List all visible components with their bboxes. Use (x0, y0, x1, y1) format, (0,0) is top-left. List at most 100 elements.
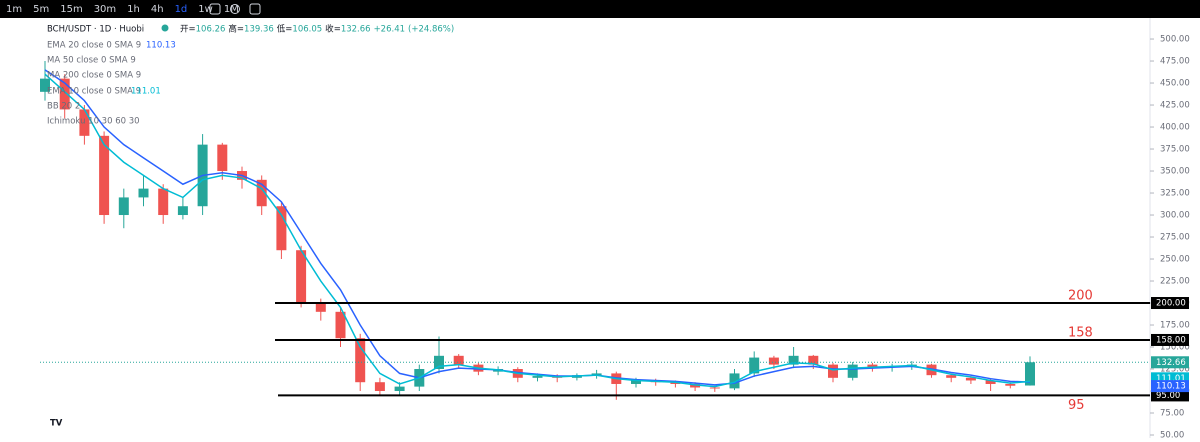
y-tick-label: 50.00 (1160, 431, 1184, 438)
candle-body (59, 78, 70, 110)
change: +26.41 (374, 25, 405, 35)
level-tag (1151, 389, 1189, 402)
candle-body (315, 303, 326, 312)
ohlc-key: 低 (277, 24, 286, 35)
change-pct: (+24.86%) (408, 25, 454, 35)
y-tick-label: 400.00 (1160, 123, 1190, 133)
y-tick-label: 275.00 (1160, 233, 1190, 243)
candle-body (296, 250, 307, 304)
ohlc-value: 106.05 (292, 25, 322, 35)
ohlc-key: 开 (180, 25, 189, 35)
price-tag (1151, 356, 1189, 369)
y-tick-label: 325.00 (1160, 189, 1190, 199)
candle-body (1025, 362, 1035, 386)
interval[interactable]: 4h (151, 4, 164, 15)
ohlc-value: 139.36 (244, 25, 274, 35)
level-label: 158 (1068, 325, 1093, 340)
candle-body (394, 386, 405, 392)
icon[interactable] (249, 3, 261, 15)
indicator: Ichimoku 10 30 60 30 (47, 117, 140, 127)
status-dot (161, 24, 169, 32)
ohlc-eq: = (237, 25, 244, 35)
interval[interactable]: 1M (224, 4, 239, 15)
y-tick-label: 150.00 (1160, 343, 1190, 353)
candle-body (355, 338, 366, 383)
candle-body (335, 311, 346, 339)
candle-body (40, 78, 50, 92)
ohlc-eq: = (334, 25, 341, 35)
ema-line (44, 73, 1031, 388)
icon[interactable] (230, 4, 240, 14)
candle-body (532, 376, 543, 378)
price-axis: 50.0075.00100.00125.00150.00175.00200.00… (1150, 35, 1190, 441)
candle-body (256, 179, 267, 207)
candle-body (79, 109, 90, 136)
y-tick-label: 250.00 (1160, 255, 1190, 265)
interval[interactable]: 1h (127, 4, 140, 15)
ohlc-eq: = (285, 25, 292, 35)
interval[interactable]: 1m (6, 4, 22, 15)
level-label: 200 (1068, 289, 1093, 304)
y-tick-label: 375.00 (1160, 145, 1190, 155)
ohlc-key: 收 (325, 24, 334, 35)
symbol: BCH/USDT · 1D · Huobi (47, 25, 144, 35)
candle-body (828, 364, 838, 378)
y-tick-label: 300.00 (1160, 211, 1190, 221)
y-tick-label: 450.00 (1160, 79, 1190, 89)
price-tag-label: 132.66 (1156, 358, 1186, 368)
level-tag (1151, 333, 1189, 346)
candle-body (1005, 383, 1016, 386)
interval-bar: 1m 5m 15m 30m 1h 4h 1d 1w 1M (6, 4, 239, 15)
ohlc-value: 106.26 (196, 25, 226, 35)
y-tick-label: 225.00 (1160, 277, 1190, 287)
candle-body (591, 373, 602, 376)
indicator: EMA 20 close 0 SMA 9 (47, 41, 141, 51)
level-tag-label: 200.00 (1156, 299, 1186, 309)
candle-body (946, 375, 957, 378)
y-tick-label: 175.00 (1160, 321, 1190, 331)
ohlc-key: 高 (228, 24, 237, 35)
ohlc-value: 132.66 (341, 25, 371, 35)
ema-line (44, 69, 1031, 386)
candle-body (749, 357, 760, 374)
indicator: EMA 10 close 0 SMA 9 (47, 87, 141, 97)
candle-body (453, 355, 464, 365)
indicator: BB 20 2 (47, 102, 80, 112)
candle-body (138, 188, 149, 198)
candle-body (847, 364, 858, 378)
candle-body (177, 206, 188, 216)
interval[interactable]: 30m (94, 4, 116, 15)
candle-body (158, 188, 169, 216)
candle-body (729, 373, 740, 389)
logo: TV (50, 419, 63, 429)
candle-body (808, 355, 819, 365)
candle-body (118, 197, 129, 216)
toolbar (0, 0, 1200, 18)
icon[interactable] (209, 3, 221, 15)
candle-body (788, 355, 799, 365)
candle-body (217, 144, 228, 172)
y-tick-label: 75.00 (1160, 409, 1184, 419)
interval[interactable]: 5m (33, 4, 49, 15)
candle-body (867, 364, 878, 368)
candle-body (985, 380, 996, 384)
price-tag-label: 110.13 (1156, 382, 1186, 392)
interval[interactable]: 1w (198, 4, 213, 15)
candle-body (99, 135, 110, 216)
y-tick-label: 475.00 (1160, 57, 1190, 67)
level-tag-label: 158.00 (1156, 335, 1186, 345)
plot: 200 158 95 (40, 61, 1150, 413)
y-tick-label: 125.00 (1160, 365, 1190, 375)
indicator-value: 110.13 (146, 41, 176, 51)
interval[interactable]: 15m (60, 4, 82, 15)
candle-body (690, 383, 701, 388)
y-tick-label: 350.00 (1160, 167, 1190, 177)
price-tag-label: 111.01 (1156, 374, 1186, 384)
ohlc-eq: = (189, 25, 196, 35)
interval[interactable]: 1d (175, 4, 188, 15)
candle-body (631, 380, 641, 384)
price-tag (1151, 380, 1189, 393)
candle-body (768, 357, 779, 365)
level-label: 95 (1068, 398, 1085, 413)
